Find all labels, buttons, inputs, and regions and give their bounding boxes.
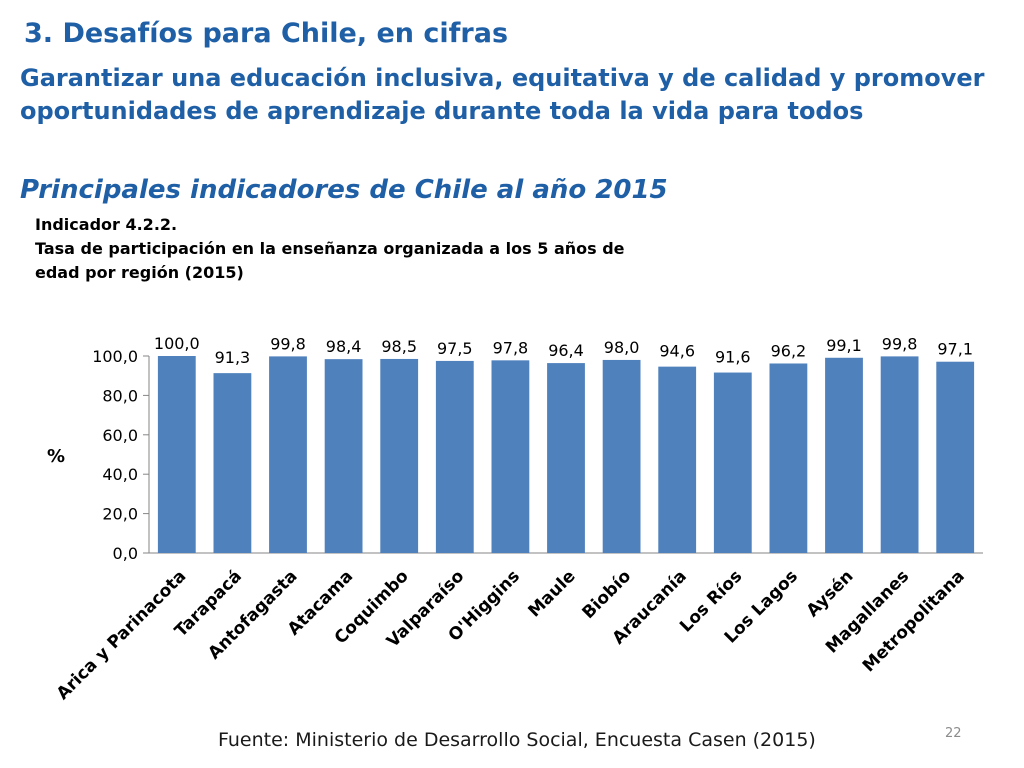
indicator-description-line-1: Tasa de participación en la enseñanza or… [35,239,625,258]
y-tick-label: 100,0 [92,347,138,366]
category-label: Aysén [803,566,858,621]
bar [936,361,975,553]
value-label: 91,3 [215,348,251,367]
bar [157,356,196,553]
source-note: Fuente: Ministerio de Desarrollo Social,… [218,729,816,751]
value-label: 97,5 [437,339,473,358]
indicator-code: Indicador 4.2.2. [35,215,178,234]
y-tick-label: 40,0 [102,465,138,484]
value-label: 97,1 [937,340,973,359]
bar [269,356,307,553]
bar [880,356,919,553]
value-label: 98,4 [326,337,362,356]
value-label: 97,8 [493,338,529,357]
value-label: 99,8 [270,334,306,353]
value-label: 98,0 [604,338,640,357]
category-label: Maule [524,566,579,621]
value-labels: 100,0 91,3 99,8 98,4 98,5 97,5 97,8 96,4 98,0 94,… [154,334,973,367]
bar [324,359,363,553]
value-label: 96,2 [771,341,807,360]
bar [213,373,252,553]
value-label: 91,6 [715,348,751,367]
bar [825,357,863,553]
value-label: 100,0 [154,334,200,353]
category-label: Metropolitana [859,566,969,676]
value-label: 99,8 [882,334,918,353]
bar [491,360,530,553]
bar [435,360,474,553]
category-label: Arica y Parinacota [53,566,190,703]
y-tick-label: 80,0 [102,386,138,405]
category-labels: Arica y ParinacotaTarapacáAntofagastaAta… [53,566,969,703]
category-label: Biobío [578,566,635,623]
bar [380,358,419,553]
bar [713,372,752,553]
page-number: 22 [945,726,962,741]
bar [547,363,585,553]
value-label: 96,4 [548,341,584,360]
y-tick-label: 0,0 [113,544,138,563]
bar [769,363,808,553]
value-label: 98,5 [381,337,417,356]
y-axis-label: % [47,446,65,467]
bar [602,359,641,553]
slide-title: 3. Desafíos para Chile, en cifras [24,18,509,49]
y-tick-label: 20,0 [102,505,138,524]
indicator-description-line-2: edad por región (2015) [35,263,244,282]
value-label: 99,1 [826,336,862,355]
y-tick-label: 60,0 [102,426,138,445]
bar [658,366,697,553]
value-label: 94,6 [659,342,695,361]
section-heading: Principales indicadores de Chile al año … [20,175,668,205]
bars [157,356,975,553]
indicator-caption: Indicador 4.2.2. Tasa de participación e… [35,213,795,285]
slide-subtitle: Garantizar una educación inclusiva, equi… [20,64,985,125]
